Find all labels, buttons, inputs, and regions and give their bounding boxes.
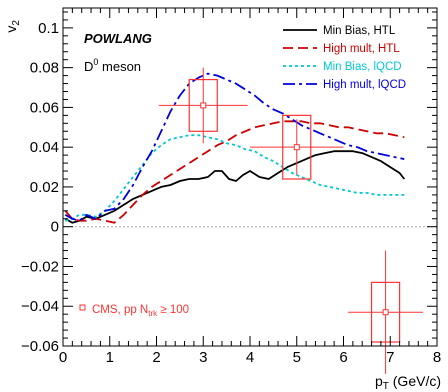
y-tick-label-6: 0.06 xyxy=(30,99,59,116)
model-label: POWLANG xyxy=(84,31,152,46)
cms-point-marker-2 xyxy=(382,309,389,316)
particle-label: D0 meson xyxy=(84,57,141,74)
cms-legend-entry: CMS, pp Ntrk ≥ 100 xyxy=(79,304,189,318)
x-tick-label-6: 6 xyxy=(339,349,347,366)
cms-data-point-2 xyxy=(348,250,423,374)
y-tick-label-7: 0.08 xyxy=(30,60,59,77)
x-tick-label-8: 8 xyxy=(433,349,441,366)
y-tick-label-5: 0.04 xyxy=(30,139,59,156)
y-tick-label-4: 0.02 xyxy=(30,179,59,196)
x-tick-label-7: 7 xyxy=(386,349,394,366)
legend-label-2: Min Bias, lQCD xyxy=(323,61,402,73)
x-tick-label-3: 3 xyxy=(199,349,207,366)
x-tick-label-2: 2 xyxy=(152,349,160,366)
cms-legend-label: CMS, pp Ntrk ≥ 100 xyxy=(92,304,189,318)
series-line-3 xyxy=(64,72,405,222)
y-axis-title: v2 xyxy=(3,20,22,33)
y-tick-label-3: 0 xyxy=(51,219,59,236)
series-line-0 xyxy=(64,150,406,224)
y-tick-label-0: −0.06 xyxy=(21,338,59,355)
cms-legend-subscript: trk xyxy=(148,309,158,318)
cms-point-systematic-box-0 xyxy=(188,78,218,132)
x-axis-title: pT (GeV/c) xyxy=(375,373,441,392)
series-line-2 xyxy=(65,134,405,222)
cms-legend-marker xyxy=(79,304,86,311)
particle-superscript: 0 xyxy=(93,57,98,67)
y-tick-label-1: −0.04 xyxy=(21,298,59,315)
cms-data-point-1 xyxy=(250,114,344,180)
y-tick-label-8: 0.1 xyxy=(38,20,59,37)
legend-label-1: High mult, HTL xyxy=(323,43,400,55)
x-tick-label-5: 5 xyxy=(293,349,301,366)
y-axis-title-subscript: 2 xyxy=(11,20,22,26)
x-tick-label-0: 0 xyxy=(59,349,67,366)
cms-data-point-0 xyxy=(158,67,248,144)
cms-point-marker-0 xyxy=(200,102,207,109)
series-line-1 xyxy=(64,120,405,224)
x-tick-label-1: 1 xyxy=(106,349,114,366)
cms-point-systematic-box-2 xyxy=(370,281,401,343)
cms-point-systematic-box-1 xyxy=(282,114,312,180)
legend-label-0: Min Bias, HTL xyxy=(323,25,396,37)
x-tick-label-4: 4 xyxy=(246,349,254,366)
legend-label-3: High mult, lQCD xyxy=(323,79,406,91)
legend: Min Bias, HTL High mult, HTL Min Bias, lQC… xyxy=(283,25,406,91)
x-axis-title-subscript: T xyxy=(383,381,389,392)
y-tick-label-2: −0.02 xyxy=(21,258,59,275)
cms-point-marker-1 xyxy=(293,144,300,151)
